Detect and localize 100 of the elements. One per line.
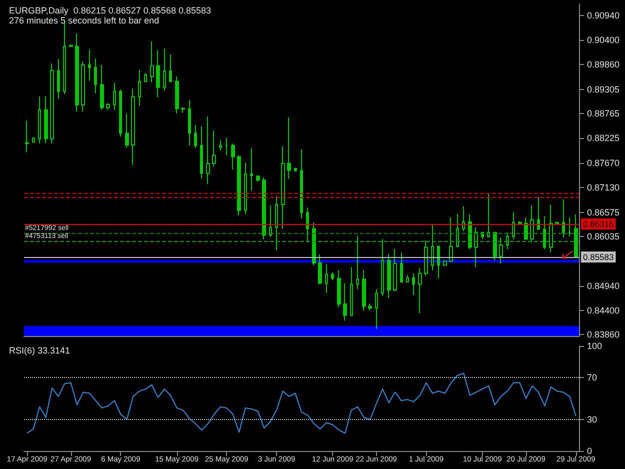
candlestick	[543, 216, 546, 250]
candlestick	[163, 48, 166, 91]
candlestick	[431, 224, 434, 271]
candlestick	[400, 252, 403, 282]
candlestick	[568, 217, 571, 237]
candlestick	[169, 54, 172, 82]
y-tick-label: 0.87130	[587, 182, 620, 192]
candlestick	[493, 232, 497, 261]
candlestick	[487, 194, 490, 238]
candlestick	[50, 62, 54, 144]
candlestick	[206, 116, 210, 185]
candlestick	[562, 199, 565, 238]
ref-line-label: 0.85583	[583, 252, 614, 262]
candlestick	[250, 148, 253, 191]
candlestick	[418, 267, 422, 314]
candlestick	[244, 162, 247, 215]
candlestick	[237, 154, 241, 216]
candlestick	[38, 96, 41, 144]
candlestick	[188, 100, 191, 146]
candlestick	[449, 217, 453, 263]
candlestick	[343, 282, 347, 322]
y-tick-label: 0.90940	[587, 10, 620, 21]
candlestick	[175, 76, 179, 114]
y-tick-label: 0.84940	[587, 280, 620, 291]
candlestick	[437, 244, 440, 279]
candlestick	[356, 235, 359, 290]
candlestick	[287, 117, 291, 180]
y-tick-label: 0.83860	[587, 330, 620, 340]
candlestick	[312, 222, 316, 266]
candlestick	[368, 303, 372, 311]
candlestick	[81, 61, 85, 112]
text: 276 minutes 5 seconds left to bar end	[9, 16, 160, 26]
candlestick	[537, 196, 540, 230]
y-tick-label: 0.89860	[587, 59, 620, 70]
candlestick	[300, 149, 303, 219]
y-tick-label: 0.87670	[587, 158, 620, 168]
candlestick	[350, 266, 353, 317]
y-tick-label: 0.86035	[587, 232, 620, 242]
candlestick	[44, 96, 48, 144]
candlestick	[262, 176, 266, 240]
candlestick	[574, 214, 578, 258]
y-tick-label: 0.88225	[587, 133, 620, 144]
candlestick	[275, 195, 278, 251]
candlestick	[362, 270, 366, 312]
line-series	[26, 372, 576, 434]
candlestick	[231, 143, 235, 170]
chart-title: EURGBP,Daily 0.86215 0.86527 0.85568 0.85583	[9, 6, 211, 16]
candlestick	[306, 207, 309, 242]
candlestick	[518, 220, 522, 225]
candlestick	[269, 204, 272, 237]
candlestick	[456, 213, 459, 248]
candlestick	[549, 204, 553, 253]
chart-title: RSI(6) 33.3141	[9, 346, 70, 356]
candlestick	[156, 50, 160, 98]
y-tick-label: 0.90400	[587, 35, 620, 46]
y-tick-label: 0	[587, 446, 592, 456]
y-tick-label: 0.86575	[587, 207, 620, 218]
candlestick	[138, 69, 141, 106]
candlestick	[524, 217, 528, 240]
candlestick	[194, 124, 197, 149]
candlestick	[555, 222, 559, 226]
candlestick	[281, 146, 285, 230]
candlestick	[113, 82, 116, 110]
candlestick	[200, 126, 203, 179]
candlestick	[530, 204, 534, 243]
candlestick	[57, 58, 60, 100]
y-tick-label: 0.84400	[587, 305, 620, 316]
candlestick	[25, 120, 29, 153]
candlestick	[424, 240, 428, 276]
candlestick	[443, 260, 447, 266]
candlestick	[88, 49, 91, 82]
candlestick	[331, 272, 334, 281]
candlestick	[32, 136, 35, 143]
candlestick	[325, 264, 328, 294]
candlestick	[212, 130, 216, 168]
y-tick-label: 100	[587, 341, 602, 351]
candlestick	[131, 88, 135, 166]
candlestick	[337, 270, 341, 308]
candlestick	[318, 254, 322, 285]
candlestick	[119, 89, 122, 137]
y-tick-label: 0.89305	[587, 84, 620, 94]
candlestick	[219, 140, 222, 151]
candlestick	[406, 274, 409, 282]
candlestick	[462, 206, 465, 232]
y-tick-label: 30	[587, 414, 598, 424]
candlestick	[94, 58, 97, 94]
candlestick	[225, 137, 228, 156]
candlestick	[381, 238, 384, 296]
y-tick-label: 0.88765	[587, 108, 620, 119]
candlestick	[387, 254, 391, 299]
candlestick	[375, 288, 378, 330]
candlestick	[499, 236, 503, 264]
candlestick	[181, 106, 185, 114]
candlestick	[144, 72, 147, 82]
ref-line-label: 0.86316	[583, 219, 614, 230]
candlestick	[150, 40, 154, 83]
candlestick	[512, 212, 515, 240]
candlestick	[412, 272, 415, 296]
candlestick	[125, 112, 129, 148]
candlestick	[474, 226, 478, 268]
